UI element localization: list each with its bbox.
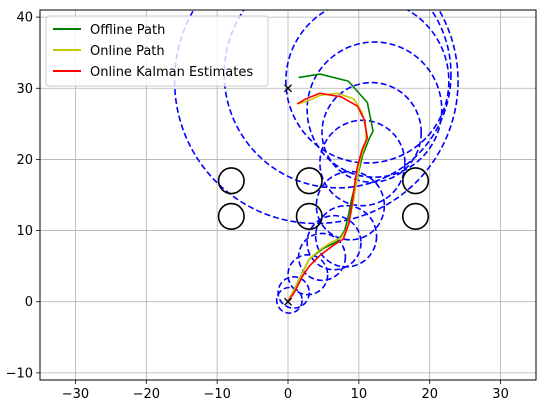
covariance-circle (314, 204, 378, 268)
online-path-line (287, 92, 367, 303)
series-lines (287, 73, 374, 303)
obstacle-circle (217, 167, 245, 195)
x-tick-label: −10 (203, 387, 230, 402)
axis-ticks: −30 −20 −10 0 10 20 30 −10 0 10 20 30 40 (6, 11, 509, 402)
y-tick-label: −10 (6, 366, 33, 381)
obstacle-circle (217, 202, 245, 230)
x-marker-stroke (284, 297, 292, 306)
y-tick-label: 40 (16, 11, 33, 26)
x-marker-stroke (284, 84, 292, 93)
legend: Offline Path Online Path Online Kalman E… (45, 15, 269, 87)
covariance-circle (277, 276, 311, 309)
covariance-circle (285, 10, 450, 164)
covariance-circle (306, 214, 362, 271)
x-tick-label: 10 (351, 387, 368, 402)
x-tick-label: 20 (421, 387, 438, 402)
y-tick-label: 30 (16, 82, 33, 97)
covariance-circle (275, 286, 303, 314)
y-tick-label: 20 (16, 153, 33, 168)
covariance-circle (287, 253, 329, 296)
x-tick-label: −30 (62, 387, 89, 402)
covariance-circle (297, 232, 347, 282)
covariance-circle (319, 119, 406, 207)
x-tick-label: 0 (284, 387, 292, 402)
obstacle-circle (401, 167, 430, 195)
y-tick-label: 0 (25, 295, 33, 310)
x-marker (284, 84, 292, 93)
legend-box (45, 15, 269, 87)
obstacle-circle (401, 202, 430, 230)
x-marker (284, 297, 292, 306)
obstacles (217, 167, 430, 230)
legend-label-offline: Offline Path (90, 23, 165, 38)
y-tick-label: 10 (16, 224, 33, 239)
covariance-circle (321, 81, 423, 183)
obstacle-circle (295, 202, 323, 230)
covariance-circle (306, 41, 443, 179)
obstacle-circle (295, 167, 323, 195)
legend-label-online: Online Path (90, 44, 165, 59)
x-tick-label: −20 (133, 387, 160, 402)
x-tick-label: 30 (492, 387, 509, 402)
kalman-estimate-line (287, 92, 369, 303)
legend-label-kalman: Online Kalman Estimates (90, 65, 253, 80)
markers (284, 84, 292, 306)
